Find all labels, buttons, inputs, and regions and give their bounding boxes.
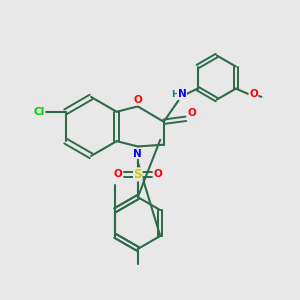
Text: N: N (178, 89, 186, 99)
Text: S: S (134, 168, 142, 181)
Text: O: O (154, 169, 162, 179)
Text: H: H (171, 90, 179, 99)
Text: O: O (188, 109, 197, 118)
Text: O: O (249, 89, 258, 100)
Text: O: O (113, 169, 122, 179)
Text: O: O (134, 95, 142, 105)
Text: N: N (134, 148, 142, 158)
Text: Cl: Cl (34, 107, 45, 117)
